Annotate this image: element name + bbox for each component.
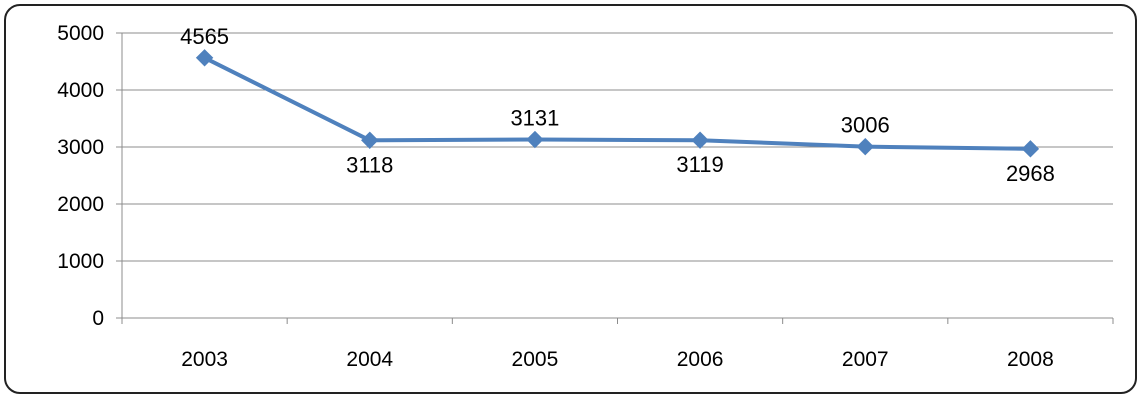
x-axis-tick-labels: 2003 2004 2005 2006 2007 2008 xyxy=(181,348,1054,371)
y-tick-label: 2000 xyxy=(57,193,104,216)
data-point-marker xyxy=(856,137,874,156)
data-point-marker xyxy=(195,49,214,67)
x-tick-label: 2005 xyxy=(512,348,559,371)
y-tick-label: 3000 xyxy=(57,136,104,159)
x-tick-label: 2004 xyxy=(346,348,393,371)
data-label: 3131 xyxy=(510,106,559,131)
series-line xyxy=(202,55,1033,151)
y-tick-label: 5000 xyxy=(57,22,104,45)
x-tick-label: 2008 xyxy=(1007,348,1054,371)
data-label: 2968 xyxy=(1006,161,1055,186)
y-axis-tick-labels: 0 1000 2000 3000 4000 5000 xyxy=(57,22,104,330)
y-tick-label: 4000 xyxy=(57,79,104,102)
data-labels: 4565 3118 3131 3119 3006 2968 xyxy=(180,24,1055,186)
x-tick-label: 2006 xyxy=(677,348,724,371)
chart-frame xyxy=(4,4,1137,394)
gridlines xyxy=(122,32,1113,262)
data-point-marker xyxy=(526,130,544,149)
y-tick-label: 1000 xyxy=(57,250,104,273)
x-tick-label: 2003 xyxy=(181,348,228,371)
x-tick-label: 2007 xyxy=(842,348,889,371)
data-label: 3118 xyxy=(346,152,393,177)
series-line-layer xyxy=(202,55,1033,151)
data-label: 3119 xyxy=(676,152,723,177)
data-point-markers xyxy=(195,49,1040,158)
axes xyxy=(116,32,1114,324)
data-label: 4565 xyxy=(180,24,229,49)
data-point-marker xyxy=(361,131,379,149)
data-label: 3006 xyxy=(841,113,890,138)
y-tick-label: 0 xyxy=(92,307,104,330)
data-point-marker xyxy=(691,131,709,149)
data-point-marker xyxy=(1021,140,1040,158)
